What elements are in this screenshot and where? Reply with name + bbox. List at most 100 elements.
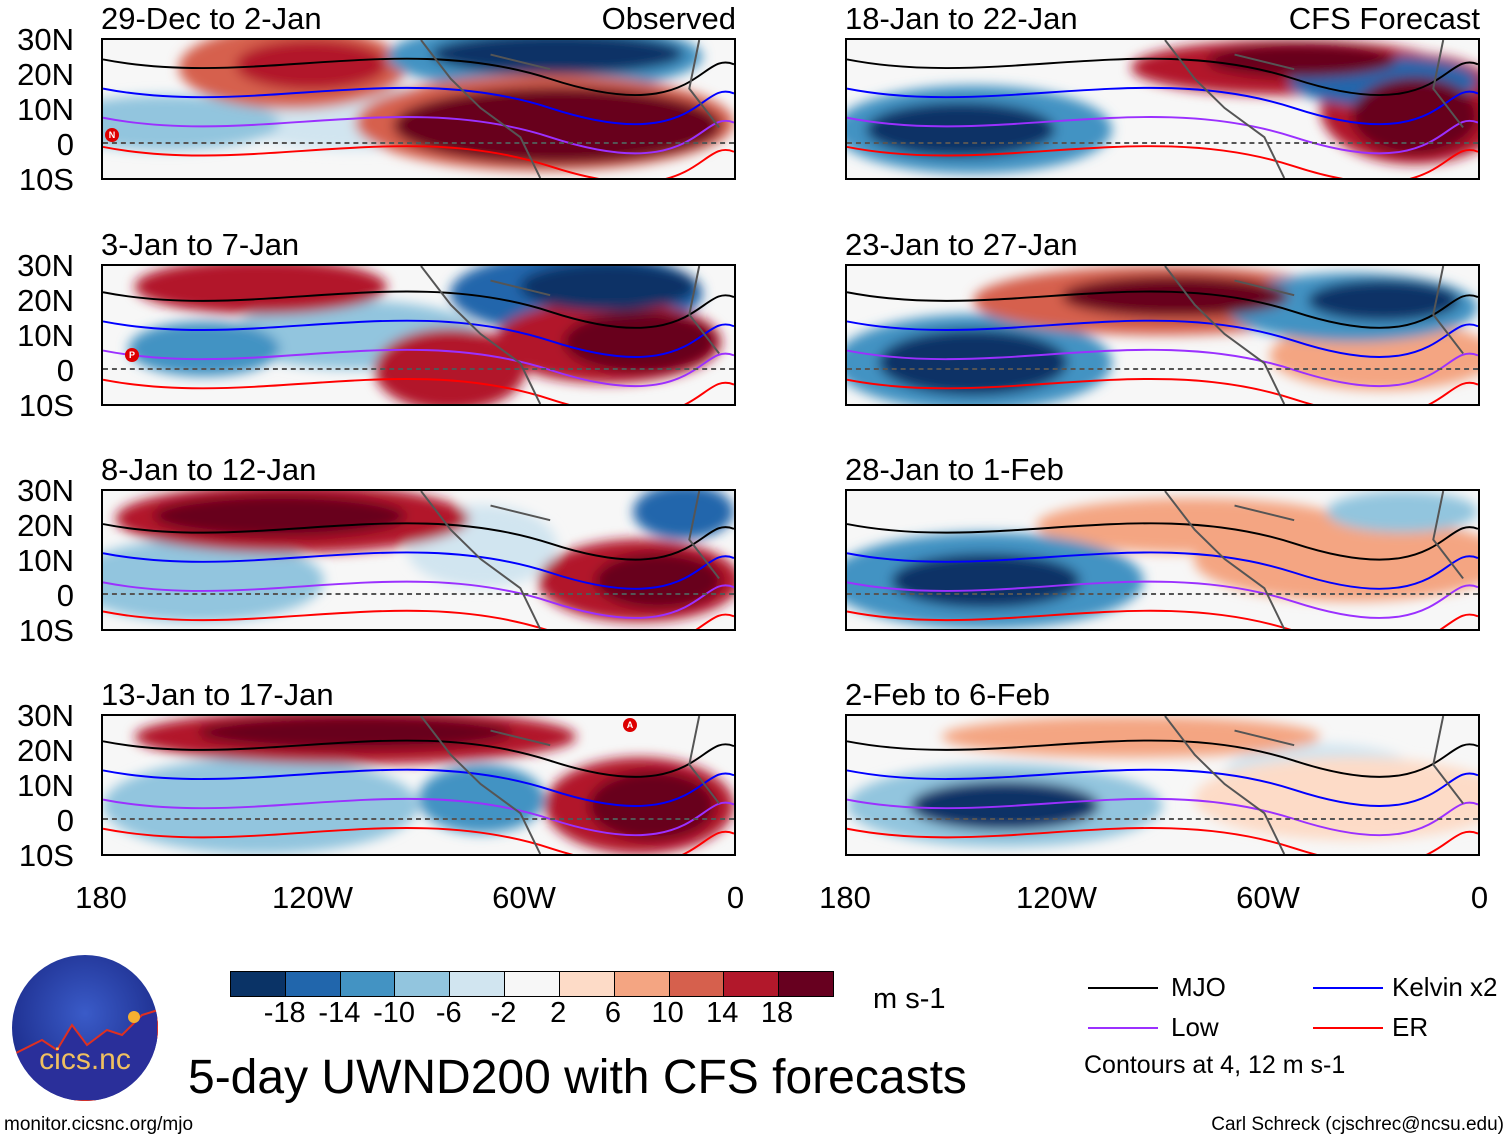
cics-logo: cics.nc	[12, 955, 158, 1101]
latitude-label: 30N	[17, 473, 74, 508]
contour-line	[103, 551, 734, 590]
contour-line	[847, 290, 1478, 329]
map-panel	[845, 714, 1480, 856]
contours-note: Contours at 4, 12 m s-1	[1084, 1051, 1346, 1079]
colorbar-swatch	[395, 972, 451, 996]
contour-line	[103, 377, 734, 404]
colorbar-label: -6	[435, 997, 462, 1029]
map-panel	[845, 264, 1480, 406]
contour-line	[847, 116, 1478, 155]
contour-line	[103, 522, 734, 561]
wind-anomaly-shading	[1194, 757, 1478, 841]
wind-anomaly-shading	[1351, 77, 1478, 155]
wind-anomaly-shading	[1061, 275, 1289, 318]
colorbar-swatch	[450, 972, 506, 996]
tropical-cyclone-icon: N	[105, 128, 119, 142]
wind-anomaly-shading	[878, 329, 1068, 396]
latitude-label: 10N	[17, 318, 74, 353]
contour-line	[103, 57, 734, 97]
coastline	[1164, 491, 1464, 629]
latitude-label: 0	[56, 803, 74, 838]
latitude-label: 10S	[18, 838, 74, 873]
longitude-label: 60W	[1236, 880, 1300, 915]
observed-label: Observed	[601, 1, 736, 36]
contour-line	[103, 290, 734, 329]
longitude-label: 0	[726, 880, 745, 915]
wind-anomaly-shading	[1194, 518, 1478, 602]
wind-anomaly-shading	[418, 764, 545, 834]
panel-period-title: 28-Jan to 1-Feb	[845, 452, 1064, 487]
colorbar-swatch	[505, 972, 560, 996]
contour-line	[103, 739, 734, 778]
latitude-label: 10N	[17, 543, 74, 578]
contour-line	[847, 377, 1478, 404]
longitude-label: 60W	[492, 880, 556, 915]
panel-period-title: 2-Feb to 6-Feb	[845, 677, 1051, 712]
wind-anomaly-shading	[563, 311, 716, 373]
latitude-label: 10S	[18, 388, 74, 423]
map-panel	[101, 489, 736, 631]
coastline	[1164, 40, 1464, 178]
contour-line	[103, 580, 734, 619]
colorbar-swatch	[669, 972, 725, 996]
latitude-label: 0	[56, 578, 74, 613]
coastline	[1164, 266, 1464, 404]
legend-er-line	[1313, 1027, 1383, 1029]
wind-anomaly-shading	[1326, 491, 1478, 533]
latitude-label: 20N	[17, 57, 74, 92]
latitude-label: 10N	[17, 92, 74, 127]
source-url[interactable]: monitor.cicsnc.org/mjo	[4, 1114, 194, 1135]
legend-er-label: ER	[1392, 1012, 1429, 1042]
latitude-label: 20N	[17, 508, 74, 543]
panel-period-title: 23-Jan to 27-Jan	[845, 227, 1078, 262]
latitude-label: 30N	[17, 22, 74, 57]
legend-kelvin-line	[1313, 987, 1383, 989]
figure-title: 5-day UWND200 with CFS forecasts	[188, 1051, 967, 1104]
colorbar-swatch	[231, 972, 286, 996]
latitude-label: 0	[56, 353, 74, 388]
panel-period-title: 8-Jan to 12-Jan	[101, 452, 317, 487]
colorbar-swatch	[285, 972, 341, 996]
colorbar-label: 10	[651, 997, 684, 1029]
latitude-label: 30N	[17, 698, 74, 733]
legend-low-label: Low	[1171, 1012, 1219, 1042]
contour-line	[103, 827, 734, 854]
contour-line	[847, 522, 1478, 561]
colorbar-label: -2	[490, 997, 517, 1029]
panel-period-title: 29-Dec to 2-Jan	[101, 1, 322, 36]
colorbar-units: m s-1	[873, 983, 946, 1015]
wind-anomaly-shading	[103, 95, 280, 151]
contour-line	[103, 116, 734, 155]
contour-line	[103, 609, 734, 629]
contour-line	[847, 768, 1478, 807]
colorbar-label: 2	[550, 997, 567, 1029]
colorbar-swatch	[724, 972, 780, 996]
legend-kelvin-label: Kelvin x2	[1392, 972, 1498, 1002]
colorbar-swatch	[340, 972, 396, 996]
colorbar-swatch	[559, 972, 615, 996]
tropical-cyclone-icon: P	[125, 348, 139, 362]
logo-text: cics.nc	[39, 1043, 131, 1076]
colorbar-label: 18	[760, 997, 794, 1029]
map-panel	[845, 489, 1480, 631]
colorbar-label: -14	[318, 997, 361, 1029]
latitude-label: 10S	[18, 162, 74, 197]
colorbar-label: -10	[373, 997, 416, 1029]
contour-line	[847, 57, 1478, 97]
coastline	[420, 491, 720, 629]
longitude-label: 120W	[1016, 880, 1097, 915]
colorbar	[230, 971, 834, 997]
wind-anomaly-shading	[1307, 279, 1460, 322]
colorbar-label: 14	[706, 997, 739, 1029]
wind-anomaly-shading	[865, 102, 1056, 158]
contour-line	[847, 827, 1478, 854]
map-panel: N	[101, 38, 736, 180]
wind-anomaly-shading	[519, 266, 697, 312]
tropical-cyclone-icon: A	[623, 718, 637, 732]
latitude-label: 20N	[17, 283, 74, 318]
wind-anomaly-shading	[235, 40, 387, 90]
wind-anomaly-shading	[128, 321, 280, 377]
colorbar-label: 6	[604, 997, 621, 1029]
colorbar-label: -18	[263, 997, 306, 1029]
coastline	[420, 40, 720, 178]
